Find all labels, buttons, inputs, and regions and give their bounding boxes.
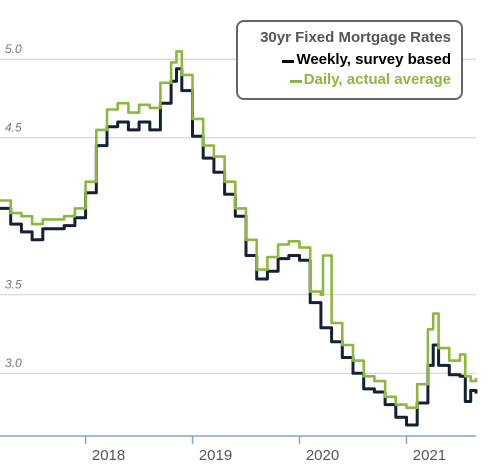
x-axis-tick-labels: 2018 2019 2020 2021: [92, 447, 446, 464]
x-axis: [0, 435, 476, 444]
x-tick-label: 2018: [92, 447, 125, 464]
series-line-daily: [0, 50, 478, 409]
legend-label-daily: Daily, actual average: [303, 71, 451, 88]
legend-item-weekly: Weekly, survey based: [248, 50, 451, 70]
legend-item-daily: Daily, actual average: [248, 70, 451, 90]
chart-title: 30yr Fixed Mortgage Rates: [260, 29, 451, 46]
x-tick-label: 2019: [199, 447, 232, 464]
y-tick-label: 5.0: [5, 42, 22, 56]
y-tick-label: 3.5: [5, 278, 22, 292]
x-tick-label: 2021: [413, 447, 446, 464]
y-tick-label: 4.5: [5, 121, 22, 135]
legend-swatch-weekly: [282, 59, 295, 63]
legend-label-weekly: Weekly, survey based: [296, 51, 451, 68]
legend-swatch-daily: [289, 79, 302, 83]
y-axis-tick-labels: 5.0 4.5 3.5 3.0: [5, 42, 22, 370]
y-tick-label: 3.0: [5, 356, 22, 370]
chart-series: [0, 50, 478, 427]
chart-legend: 30yr Fixed Mortgage Rates Weekly, survey…: [236, 20, 463, 100]
series-line-weekly: [0, 67, 478, 427]
x-tick-label: 2020: [306, 447, 339, 464]
